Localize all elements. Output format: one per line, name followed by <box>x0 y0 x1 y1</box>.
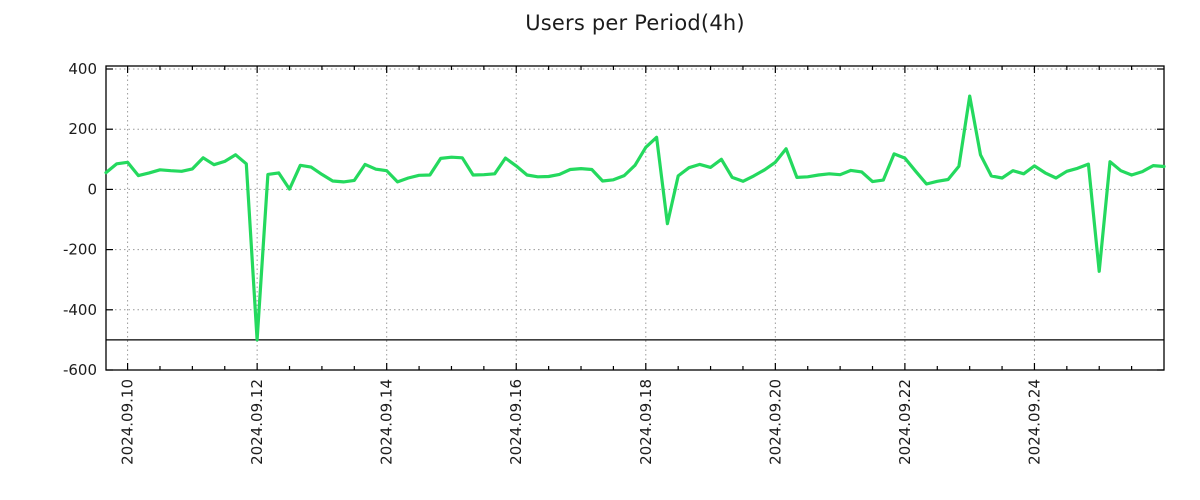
x-tick-label: 2024.09.16 <box>507 379 525 465</box>
x-tick-label: 2024.09.14 <box>378 379 396 465</box>
plot-frame <box>105 65 1165 371</box>
x-tick-label: 2024.09.18 <box>637 379 655 465</box>
y-tick-label: 200 <box>68 120 97 138</box>
x-tick-label: 2024.09.20 <box>766 379 784 465</box>
x-tick-label: 2024.09.22 <box>896 379 914 465</box>
y-tick-label: -400 <box>63 301 97 319</box>
x-tick-label: 2024.09.10 <box>119 379 137 465</box>
y-tick-label: -600 <box>63 361 97 379</box>
y-tick-label: 0 <box>87 180 97 198</box>
x-tick-label: 2024.09.12 <box>248 379 266 465</box>
chart-title: Users per Period(4h) <box>525 11 745 35</box>
users-series-line <box>104 94 1166 342</box>
y-tick-label: -200 <box>63 241 97 259</box>
x-tick-label: 2024.09.24 <box>1025 379 1043 465</box>
y-tick-label: 400 <box>68 60 97 78</box>
